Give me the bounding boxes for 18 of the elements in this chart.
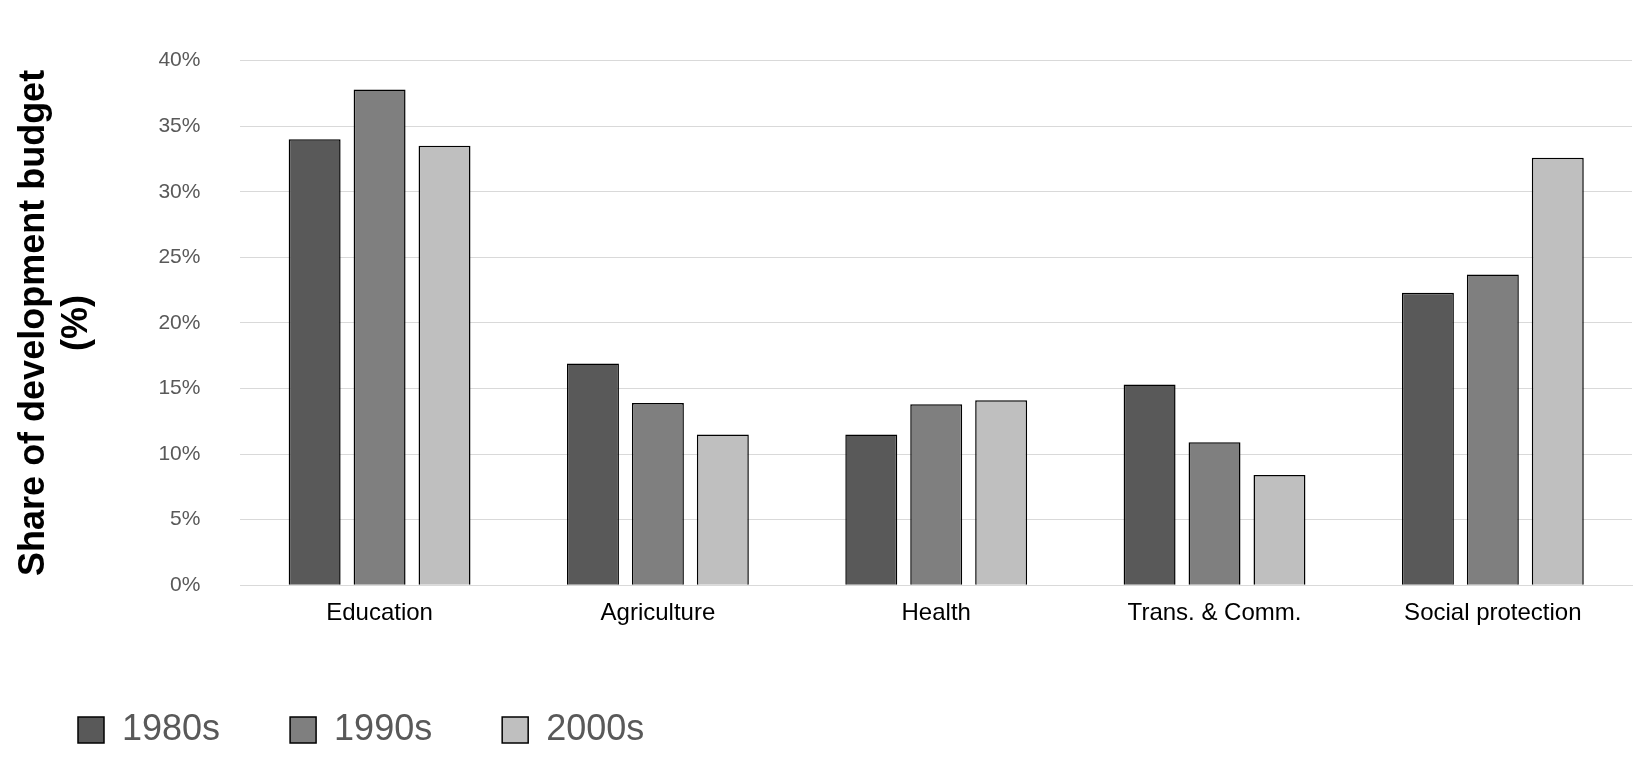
y-axis-title: Share of development budget (%) — [10, 69, 95, 576]
y-tick-label: 20% — [158, 309, 201, 333]
y-tick-label: 30% — [158, 178, 201, 202]
legend-label: 2000s — [546, 706, 645, 748]
y-tick-label: 10% — [158, 440, 201, 464]
y-tick-label: 15% — [158, 375, 201, 399]
y-tick-label: 40% — [158, 47, 201, 71]
x-tick-label: Agriculture — [600, 598, 716, 626]
legend-label: 1980s — [122, 706, 221, 748]
y-tick-label: 5% — [170, 506, 201, 530]
y-tick-label: 25% — [158, 244, 201, 268]
x-tick-label: Trans. & Comm. — [1127, 598, 1302, 626]
y-tick-label: 0% — [170, 572, 201, 595]
y-tick-label: 35% — [158, 112, 201, 136]
x-tick-label: Education — [326, 598, 433, 626]
x-tick-label: Health — [901, 598, 971, 626]
x-tick-label: Social protection — [1404, 598, 1582, 626]
legend-label: 1990s — [334, 706, 433, 748]
